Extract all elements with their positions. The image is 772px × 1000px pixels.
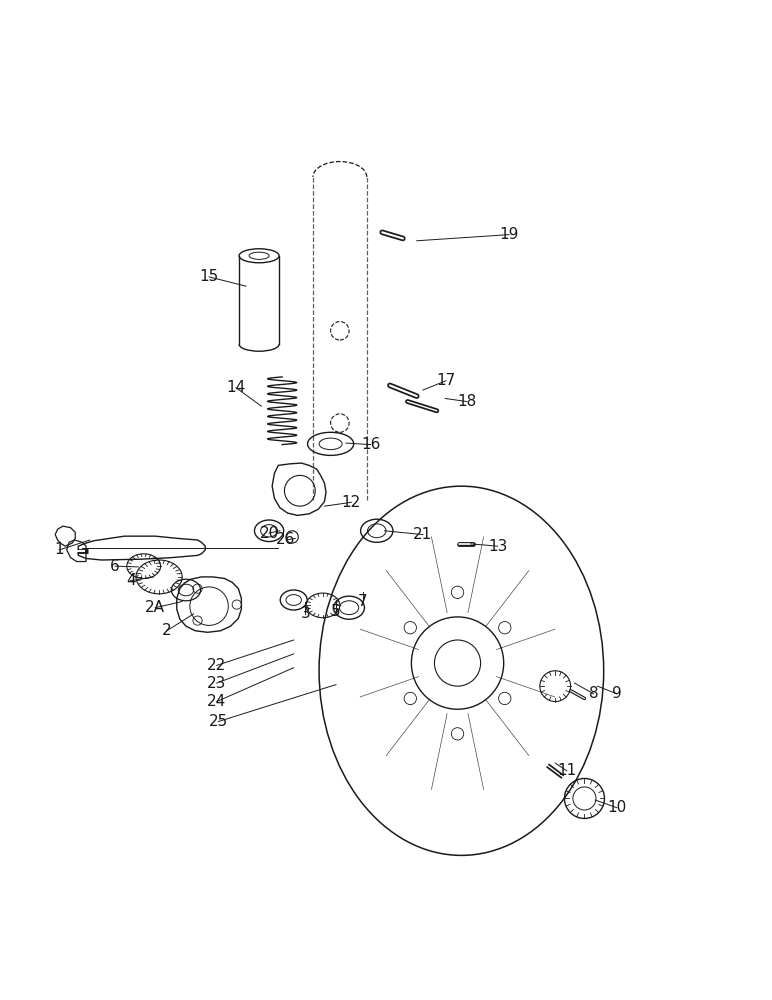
Text: 2: 2: [162, 623, 171, 638]
Text: 10: 10: [607, 800, 626, 815]
Text: 12: 12: [342, 495, 361, 510]
Text: 8: 8: [589, 686, 598, 701]
Text: 9: 9: [612, 686, 621, 701]
Text: 15: 15: [199, 269, 218, 284]
Text: 17: 17: [436, 373, 455, 388]
Text: 2A: 2A: [145, 600, 165, 615]
Text: 25: 25: [208, 714, 228, 729]
Text: 26: 26: [276, 532, 296, 547]
Text: 14: 14: [226, 380, 245, 395]
Text: 13: 13: [488, 539, 507, 554]
Text: 7: 7: [358, 594, 367, 609]
Text: 4: 4: [126, 573, 135, 588]
Text: 11: 11: [557, 763, 577, 778]
Text: 6: 6: [110, 559, 120, 574]
Text: 24: 24: [207, 694, 226, 709]
Text: 20: 20: [259, 526, 279, 541]
Text: 21: 21: [413, 527, 432, 542]
Text: 23: 23: [207, 676, 226, 691]
Text: 19: 19: [499, 227, 519, 242]
Text: 22: 22: [207, 658, 226, 673]
Text: 16: 16: [361, 437, 381, 452]
Text: 3: 3: [300, 606, 310, 621]
Text: 18: 18: [457, 394, 476, 409]
Text: 1: 1: [54, 542, 64, 557]
Text: 5: 5: [331, 604, 340, 619]
